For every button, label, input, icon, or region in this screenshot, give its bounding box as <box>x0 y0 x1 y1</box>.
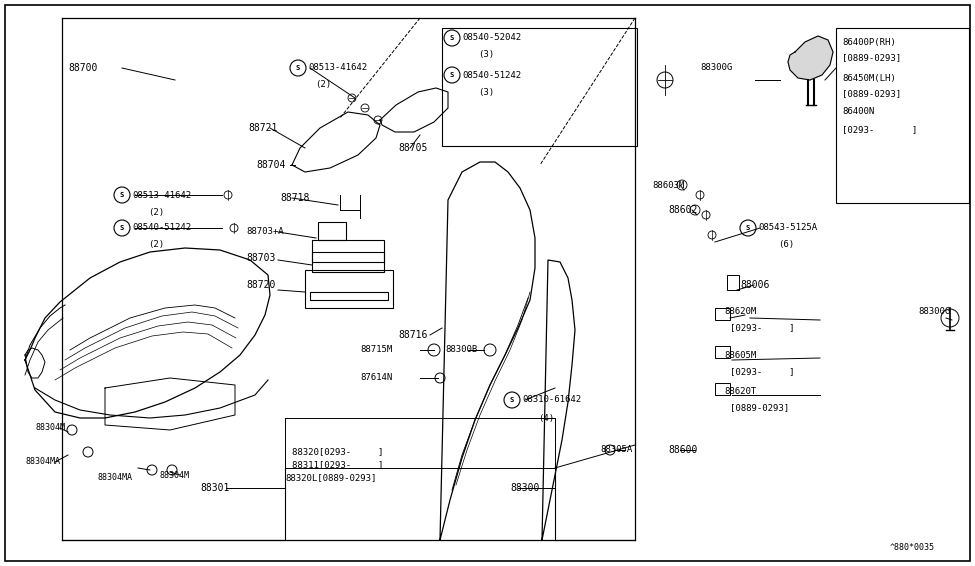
Text: 88300: 88300 <box>510 483 539 493</box>
Text: 88300G: 88300G <box>918 307 951 316</box>
Text: 88715M: 88715M <box>360 345 392 354</box>
Text: 08513-41642: 08513-41642 <box>308 63 368 72</box>
Text: 88700: 88700 <box>68 63 98 73</box>
Text: (3): (3) <box>478 50 494 59</box>
Text: 08540-52042: 08540-52042 <box>462 33 521 42</box>
Bar <box>715 383 730 395</box>
Text: [0889-0293]: [0889-0293] <box>730 404 789 413</box>
Text: [0293-     ]: [0293- ] <box>730 367 795 376</box>
Text: 88620M: 88620M <box>724 307 757 316</box>
Text: 88716: 88716 <box>398 330 427 340</box>
Text: S: S <box>295 65 300 71</box>
Text: 88720: 88720 <box>246 280 275 290</box>
Text: (2): (2) <box>148 208 164 217</box>
Text: 88311[0293-     ]: 88311[0293- ] <box>292 461 383 470</box>
Text: 86400P(RH): 86400P(RH) <box>842 37 896 46</box>
Text: 88304MA: 88304MA <box>98 474 133 482</box>
Text: 88304M: 88304M <box>160 470 190 479</box>
Text: 88718: 88718 <box>280 193 309 203</box>
Text: S: S <box>120 192 124 198</box>
Text: 86450M(LH): 86450M(LH) <box>842 74 896 83</box>
Text: 88704: 88704 <box>256 160 286 170</box>
Text: 88320[0293-     ]: 88320[0293- ] <box>292 448 383 457</box>
Text: 88320L[0889-0293]: 88320L[0889-0293] <box>285 474 376 482</box>
Text: 88301: 88301 <box>200 483 229 493</box>
Bar <box>312 240 384 272</box>
Text: 88304MA: 88304MA <box>25 457 60 466</box>
Bar <box>727 275 739 290</box>
Text: 88605M: 88605M <box>724 350 757 359</box>
Text: 08310-61642: 08310-61642 <box>522 396 581 405</box>
Text: (2): (2) <box>148 239 164 248</box>
Text: 88703+A: 88703+A <box>246 228 284 237</box>
Bar <box>312 252 384 262</box>
Text: 08543-5125A: 08543-5125A <box>758 224 817 233</box>
Text: S: S <box>449 72 454 78</box>
Bar <box>310 292 388 300</box>
Text: 88602: 88602 <box>668 205 697 215</box>
Bar <box>318 222 346 240</box>
Text: ^880*0035: ^880*0035 <box>890 543 935 552</box>
Text: 88620T: 88620T <box>724 388 757 397</box>
Text: (3): (3) <box>478 88 494 96</box>
Text: 88603M: 88603M <box>652 181 684 190</box>
Text: [0889-0293]: [0889-0293] <box>842 89 901 98</box>
Bar <box>715 346 730 358</box>
Text: [0293-       ]: [0293- ] <box>842 126 917 135</box>
Text: S: S <box>746 225 750 231</box>
Polygon shape <box>788 36 833 80</box>
Text: 08513-41642: 08513-41642 <box>132 191 191 199</box>
Text: 88705: 88705 <box>398 143 427 153</box>
Text: 88721: 88721 <box>248 123 277 133</box>
Text: 88703: 88703 <box>246 253 275 263</box>
Text: 88006: 88006 <box>740 280 769 290</box>
Text: S: S <box>510 397 514 403</box>
Text: 08540-51242: 08540-51242 <box>132 224 191 233</box>
Text: 88600: 88600 <box>668 445 697 455</box>
Text: [0293-     ]: [0293- ] <box>730 324 795 332</box>
Text: (6): (6) <box>778 239 794 248</box>
Text: 88300B: 88300B <box>445 345 477 354</box>
Bar <box>836 28 969 203</box>
Bar <box>305 270 393 308</box>
Text: (4): (4) <box>538 414 554 422</box>
Text: 88300G: 88300G <box>700 63 732 72</box>
Text: 88304M: 88304M <box>35 423 65 432</box>
Text: S: S <box>449 35 454 41</box>
Text: 87614N: 87614N <box>360 374 392 383</box>
Bar <box>442 28 637 146</box>
Bar <box>715 308 730 320</box>
Text: [0889-0293]: [0889-0293] <box>842 54 901 62</box>
Text: 08540-51242: 08540-51242 <box>462 71 521 79</box>
Text: 86400N: 86400N <box>842 108 875 117</box>
Text: 88305A: 88305A <box>600 445 632 454</box>
Text: S: S <box>120 225 124 231</box>
Text: (2): (2) <box>315 80 332 89</box>
